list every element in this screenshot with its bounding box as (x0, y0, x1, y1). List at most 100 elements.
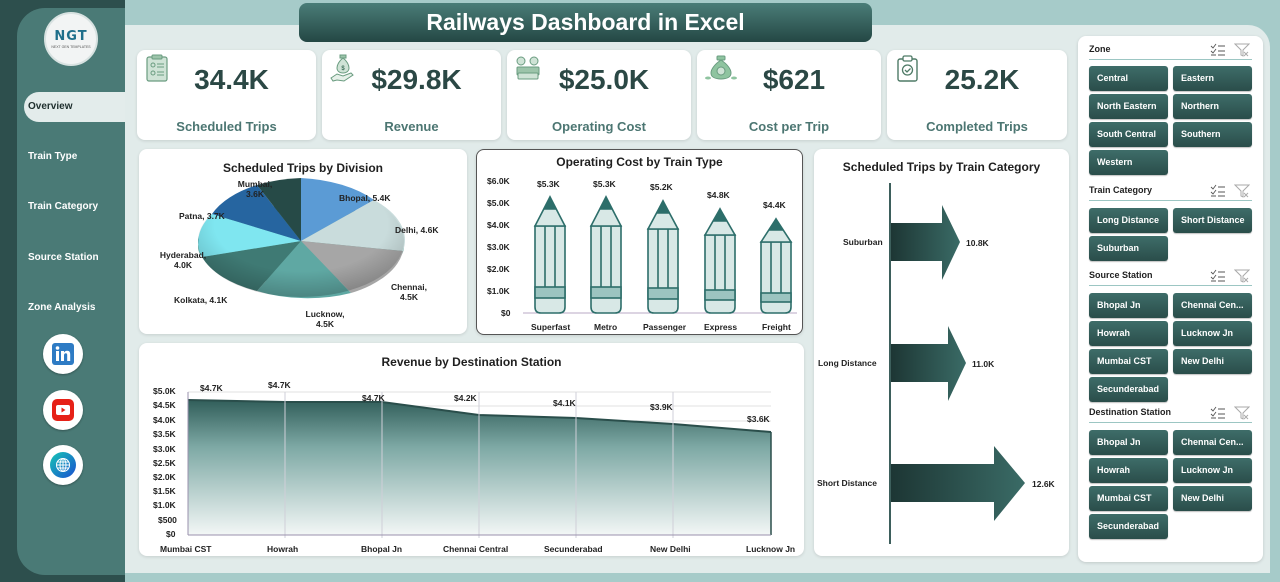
logo-subtitle: NEXT GEN TEMPLATES (51, 45, 91, 49)
nav-active-highlight (24, 92, 125, 122)
pencil-bars (523, 195, 797, 314)
kpi-label: Revenue (384, 119, 439, 134)
sidebar-item-zone-analysis[interactable]: Zone Analysis (28, 302, 96, 313)
x-tick: Bhopal Jn (361, 544, 403, 554)
bar-label: $5.2K (650, 182, 673, 192)
slicer-destination-lucknow-jn[interactable]: Lucknow Jn (1173, 458, 1252, 483)
slicer-zone-south-central[interactable]: South Central (1089, 122, 1168, 147)
multi-select-icon[interactable] (1210, 406, 1226, 420)
y-tick: $2.0K (487, 264, 510, 274)
kpi-cost-per-trip: $621 Cost per Trip (697, 50, 881, 140)
clear-filter-icon[interactable] (1234, 269, 1250, 283)
clipboard-check-icon (897, 55, 918, 82)
youtube-button[interactable] (43, 390, 83, 430)
y-tick: $3.5K (153, 429, 176, 439)
slicer-zone-central[interactable]: Central (1089, 66, 1168, 91)
bar-label: $5.3K (537, 179, 560, 189)
category-label: Short Distance (817, 478, 877, 488)
slicer-destination-secunderabad[interactable]: Secunderabad (1089, 514, 1168, 539)
clear-filter-icon[interactable] (1234, 43, 1250, 57)
x-tick: New Delhi (650, 544, 691, 554)
chart-title: Revenue by Destination Station (381, 355, 562, 369)
globe-icon (50, 452, 76, 478)
slicer-destination-chennai-central[interactable]: Chennai Cen... (1173, 430, 1252, 455)
sidebar-item-overview[interactable]: Overview (28, 101, 73, 112)
area-label: $4.7K (362, 393, 385, 403)
kpi-revenue: $ $29.8K Revenue (322, 50, 501, 140)
pie-label-bhopal: Bhopal, 5.4K (339, 193, 391, 203)
kpi-operating-cost: $25.0K Operating Cost (507, 50, 691, 140)
slicer-panel: Zone Central Eastern North Eastern North… (1078, 36, 1263, 562)
slicer-destination-howrah[interactable]: Howrah (1089, 458, 1168, 483)
slicer-category-short-distance[interactable]: Short Distance (1173, 208, 1252, 233)
clear-filter-icon[interactable] (1234, 184, 1250, 198)
y-tick: $2.0K (153, 472, 176, 482)
sidebar-item-train-type[interactable]: Train Type (28, 151, 78, 162)
y-tick: $500 (158, 515, 177, 525)
y-tick: $3.0K (487, 242, 510, 252)
slicer-source-chennai-central[interactable]: Chennai Cen... (1173, 293, 1252, 318)
slicer-zone-northern[interactable]: Northern (1173, 94, 1252, 119)
multi-select-icon[interactable] (1210, 43, 1226, 57)
clear-filter-icon[interactable] (1234, 406, 1250, 420)
arrow-long-distance (891, 326, 966, 401)
slicer-zone-eastern[interactable]: Eastern (1173, 66, 1252, 91)
y-tick: $6.0K (487, 176, 510, 186)
kpi-completed-trips: 25.2K Completed Trips (887, 50, 1067, 140)
slicer-zone-north-eastern[interactable]: North Eastern (1089, 94, 1168, 119)
sidebar-item-train-category[interactable]: Train Category (28, 201, 99, 212)
kpi-value: $29.8K (371, 64, 462, 95)
arrow-bars (889, 183, 1025, 544)
pie-label-chennai: Chennai, 4.5K (391, 282, 427, 302)
y-tick: $0 (501, 308, 511, 318)
slicer-source-bhopal-jn[interactable]: Bhopal Jn (1089, 293, 1168, 318)
bar-label: $4.8K (707, 190, 730, 200)
area-chart (187, 391, 772, 538)
slicer-destination-bhopal-jn[interactable]: Bhopal Jn (1089, 430, 1168, 455)
slicer-source-new-delhi[interactable]: New Delhi (1173, 349, 1252, 374)
x-tick: Metro (594, 322, 618, 332)
money-bag-hand-icon: $ (330, 54, 354, 82)
arrow-suburban (891, 205, 960, 280)
y-tick: $1.0K (487, 286, 510, 296)
slicer-source-howrah[interactable]: Howrah (1089, 321, 1168, 346)
x-tick: Freight (762, 322, 791, 332)
slicer-destination-mumbai-cst[interactable]: Mumbai CST (1089, 486, 1168, 511)
value-label: 12.6K (1032, 479, 1055, 489)
slicer-destination-new-delhi[interactable]: New Delhi (1173, 486, 1252, 511)
sidebar-item-source-station[interactable]: Source Station (28, 252, 99, 263)
page-title-text: Railways Dashboard in Excel (426, 9, 745, 35)
svg-text:$: $ (341, 66, 345, 72)
pie-chart (198, 178, 405, 299)
money-bag-icon (705, 55, 737, 80)
slicer-source-lucknow-jn[interactable]: Lucknow Jn (1173, 321, 1252, 346)
x-tick: Superfast (531, 322, 571, 332)
value-label: 11.0K (972, 359, 995, 369)
x-tick: Lucknow Jn (746, 544, 796, 554)
x-tick: Howrah (267, 544, 299, 554)
slicer-source-mumbai-cst[interactable]: Mumbai CST (1089, 349, 1168, 374)
slicer-zone-western[interactable]: Western (1089, 150, 1168, 175)
slicer-category-suburban[interactable]: Suburban (1089, 236, 1168, 261)
area-label: $3.6K (747, 414, 770, 424)
chart-revenue-by-destination-station: Revenue by Destination Station $5.0K $4.… (139, 343, 804, 556)
slicer-source-secunderabad[interactable]: Secunderabad (1089, 377, 1168, 402)
pie-label-mumbai: Mumbai, 3.6K (237, 179, 273, 199)
bar-label: $5.3K (593, 179, 616, 189)
slicer-zone-header: Zone (1089, 42, 1252, 60)
chart-scheduled-trips-by-division: Scheduled Trips by Division Bhopal, 5.4K… (139, 149, 467, 334)
y-tick: $2.5K (153, 458, 176, 468)
slicer-title: Train Category (1089, 185, 1153, 195)
website-button[interactable] (43, 445, 83, 485)
pie-slices (198, 178, 405, 299)
multi-select-icon[interactable] (1210, 269, 1226, 283)
linkedin-button[interactable] (43, 334, 83, 374)
chart-scheduled-trips-by-train-category: Scheduled Trips by Train Category Suburb… (814, 149, 1069, 556)
slicer-category-long-distance[interactable]: Long Distance (1089, 208, 1168, 233)
slicer-zone-southern[interactable]: Southern (1173, 122, 1252, 147)
slicer-destination-station-header: Destination Station (1089, 405, 1252, 423)
kpi-value: $621 (762, 64, 826, 95)
page-title: Railways Dashboard in Excel (299, 3, 872, 42)
multi-select-icon[interactable] (1210, 184, 1226, 198)
area-label: $4.7K (268, 380, 291, 390)
